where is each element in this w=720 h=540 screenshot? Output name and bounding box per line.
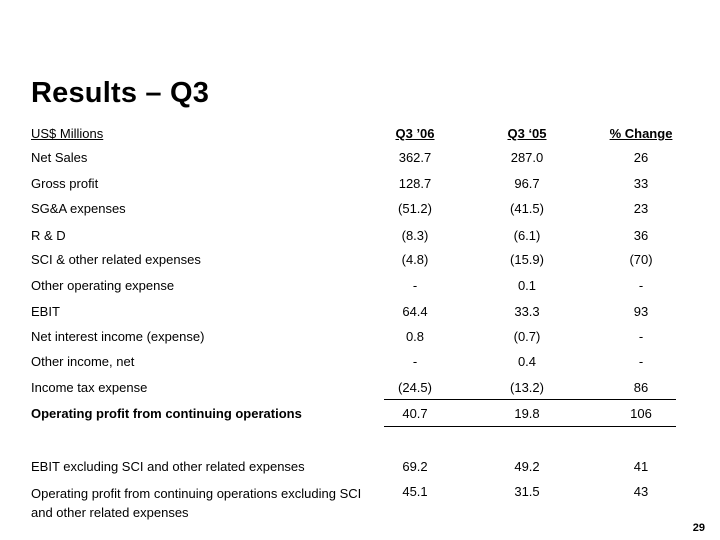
col-header-q3-05: Q3 ‘05 [507,126,547,141]
row-label: Gross profit [31,176,99,191]
row-label: Other income, net [31,354,135,369]
cell-q3-06: - [412,354,418,369]
row-label: R & D [31,228,66,243]
cell-change: 43 [633,484,649,499]
cell-q3-05: 0.1 [517,278,537,293]
cell-q3-06: - [412,278,418,293]
cell-q3-06: (4.8) [401,252,429,267]
cell-q3-06: (24.5) [398,380,432,395]
cell-q3-05: (15.9) [510,252,544,267]
cell-change: - [638,354,644,369]
cell-q3-05: (0.7) [513,329,541,344]
cell-q3-06: 0.8 [405,329,425,344]
total-bottom-divider [384,426,676,427]
cell-change: 26 [633,150,649,165]
cell-q3-06: 69.2 [402,459,428,474]
row-label: Net Sales [31,150,88,165]
cell-q3-06: 362.7 [398,150,432,165]
row-label: SG&A expenses [31,201,126,216]
row-label: SCI & other related expenses [31,252,201,267]
cell-change: - [638,278,644,293]
cell-q3-06: (8.3) [401,228,429,243]
cell-q3-06: 128.7 [398,176,432,191]
cell-q3-05: 33.3 [514,304,540,319]
cell-change: 36 [633,228,649,243]
col-header-q3-06: Q3 ’06 [395,126,435,141]
cell-q3-05: (6.1) [513,228,541,243]
cell-change: 93 [633,304,649,319]
cell-q3-06: 40.7 [402,406,428,421]
cell-q3-05: (41.5) [510,201,544,216]
cell-q3-05: 19.8 [514,406,540,421]
units-label: US$ Millions [31,126,104,141]
row-label: EBIT excluding SCI and other related exp… [31,459,305,474]
cell-q3-06: 64.4 [402,304,428,319]
cell-q3-05: 31.5 [514,484,540,499]
cell-q3-05: 287.0 [510,150,544,165]
cell-q3-05: 0.4 [517,354,537,369]
col-header-change: % Change [609,126,673,141]
row-label: Operating profit from continuing operati… [31,406,302,421]
cell-change: (70) [629,252,653,267]
cell-q3-05: 96.7 [514,176,540,191]
row-label: Other operating expense [31,278,175,293]
cell-change: - [638,329,644,344]
cell-q3-06: (51.2) [398,201,432,216]
row-label: Income tax expense [31,380,148,395]
cell-change: 86 [633,380,649,395]
row-label: Net interest income (expense) [31,329,205,344]
row-label: EBIT [31,304,60,319]
cell-change: 23 [633,201,649,216]
cell-q3-05: 49.2 [514,459,540,474]
cell-q3-06: 45.1 [402,484,428,499]
cell-change: 106 [630,406,652,421]
cell-change: 41 [633,459,649,474]
row-label: Operating profit from continuing operati… [31,486,362,520]
cell-q3-05: (13.2) [510,380,544,395]
cell-change: 33 [633,176,649,191]
page-title: Results – Q3 [31,77,210,109]
page-number: 29 [692,522,705,534]
total-top-divider [384,399,676,400]
